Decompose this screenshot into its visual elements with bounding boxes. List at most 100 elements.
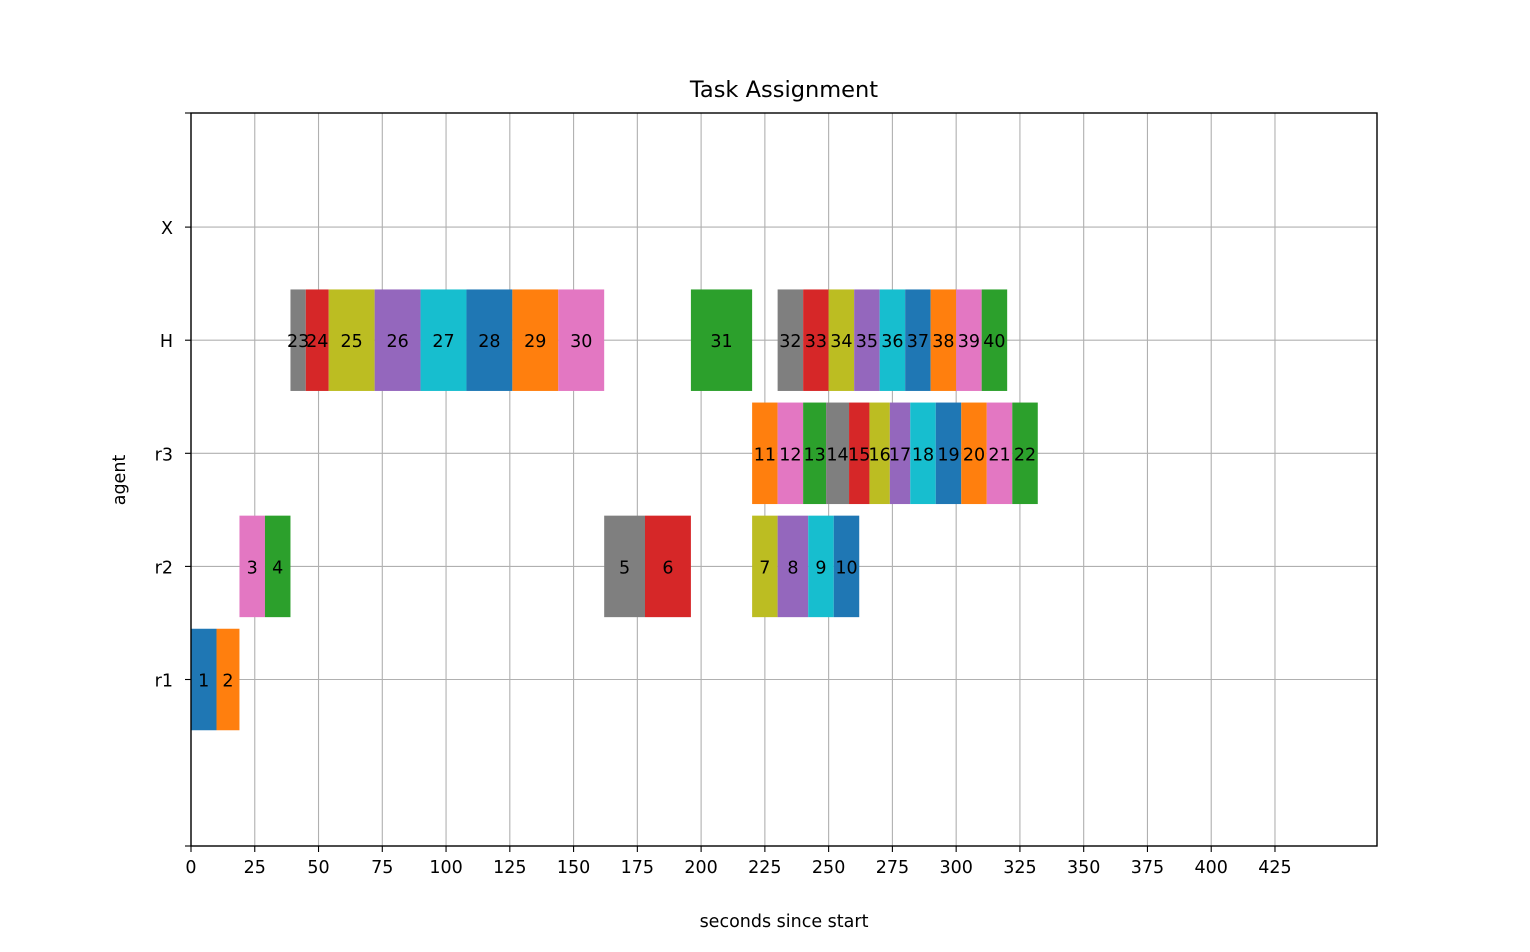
task-bar bbox=[910, 402, 936, 505]
task-label: 10 bbox=[835, 558, 857, 578]
x-tick-label: 350 bbox=[1067, 858, 1100, 878]
task-label: 19 bbox=[937, 445, 959, 465]
x-axis-label: seconds since start bbox=[700, 912, 869, 932]
task-label: 7 bbox=[759, 558, 770, 578]
task-label: 15 bbox=[848, 445, 870, 465]
x-tick-label: 300 bbox=[939, 858, 972, 878]
task-label: 8 bbox=[787, 558, 798, 578]
task-label: 25 bbox=[341, 332, 363, 352]
task-bar bbox=[803, 402, 827, 505]
task-bar bbox=[1012, 402, 1038, 505]
task-bar bbox=[905, 289, 931, 391]
task-bar bbox=[777, 289, 804, 391]
task-label: 38 bbox=[932, 332, 954, 352]
task-label: 1 bbox=[198, 672, 209, 692]
task-bar bbox=[981, 289, 1008, 391]
task-label: 14 bbox=[826, 445, 848, 465]
task-bar bbox=[777, 515, 809, 618]
task-bar bbox=[305, 289, 329, 391]
x-tick-label: 250 bbox=[812, 858, 845, 878]
task-label: 33 bbox=[805, 332, 827, 352]
x-tick-label: 175 bbox=[621, 858, 654, 878]
y-tick-label: X bbox=[161, 219, 173, 239]
task-bar bbox=[239, 515, 265, 618]
task-bar bbox=[644, 515, 691, 618]
x-tick-label: 150 bbox=[557, 858, 590, 878]
x-tick-label: 225 bbox=[748, 858, 781, 878]
task-label: 13 bbox=[803, 445, 825, 465]
task-bar bbox=[216, 628, 240, 731]
task-bar bbox=[290, 289, 306, 391]
task-bar bbox=[752, 515, 778, 618]
axis-ticks: 0 25 50 75 100 125 150 175 200 225 250 275 300 325 350… bbox=[155, 112, 1292, 878]
task-label: 9 bbox=[815, 558, 826, 578]
task-label: 31 bbox=[710, 332, 732, 352]
chart-title: Task Assignment bbox=[689, 77, 878, 103]
x-tick-label: 425 bbox=[1258, 858, 1291, 878]
x-tick-label: 325 bbox=[1003, 858, 1036, 878]
task-label: 5 bbox=[619, 558, 630, 578]
task-bar bbox=[826, 402, 850, 505]
task-bar bbox=[930, 289, 957, 391]
task-label: 3 bbox=[247, 558, 258, 578]
task-bar bbox=[889, 402, 911, 505]
task-label: 2 bbox=[222, 672, 233, 692]
task-bar bbox=[986, 402, 1013, 505]
task-bar bbox=[374, 289, 421, 391]
task-bar bbox=[512, 289, 559, 391]
y-tick-label: H bbox=[160, 332, 173, 352]
task-label: 11 bbox=[754, 445, 776, 465]
y-tick-label: r1 bbox=[155, 672, 173, 692]
task-label: 30 bbox=[570, 332, 592, 352]
task-label: 21 bbox=[988, 445, 1010, 465]
task-bar bbox=[808, 515, 834, 618]
task-bar bbox=[558, 289, 605, 391]
task-label: 20 bbox=[963, 445, 985, 465]
task-bar bbox=[849, 402, 870, 505]
task-bar bbox=[879, 289, 906, 391]
task-label: 37 bbox=[907, 332, 929, 352]
task-label: 40 bbox=[983, 332, 1005, 352]
task-bar bbox=[869, 402, 890, 505]
task-bar bbox=[828, 289, 855, 391]
task-bar bbox=[961, 402, 987, 505]
task-label: 29 bbox=[524, 332, 546, 352]
task-bar bbox=[690, 289, 753, 391]
task-bar bbox=[604, 515, 645, 618]
task-bar bbox=[956, 289, 982, 391]
task-label: 28 bbox=[478, 332, 500, 352]
task-bar bbox=[191, 628, 217, 731]
x-tick-label: 375 bbox=[1131, 858, 1164, 878]
x-tick-label: 100 bbox=[429, 858, 462, 878]
task-label: 23 bbox=[287, 332, 309, 352]
task-label: 6 bbox=[662, 558, 673, 578]
y-tick-label: r2 bbox=[155, 558, 173, 578]
task-bar bbox=[752, 402, 778, 505]
task-label: 27 bbox=[432, 332, 454, 352]
task-label: 18 bbox=[912, 445, 934, 465]
y-axis-label: agent bbox=[110, 455, 130, 506]
task-bar bbox=[264, 515, 291, 618]
task-label: 34 bbox=[830, 332, 852, 352]
task-bar bbox=[935, 402, 962, 505]
x-tick-label: 25 bbox=[244, 858, 266, 878]
task-bar bbox=[777, 402, 804, 505]
x-tick-label: 0 bbox=[185, 858, 196, 878]
task-label: 12 bbox=[779, 445, 801, 465]
task-label: 17 bbox=[889, 445, 911, 465]
task-label: 36 bbox=[881, 332, 903, 352]
task-bars bbox=[191, 289, 1038, 731]
task-bar bbox=[854, 289, 880, 391]
y-tick-label: r3 bbox=[155, 445, 173, 465]
task-label: 22 bbox=[1014, 445, 1036, 465]
task-label: 26 bbox=[386, 332, 408, 352]
task-bar bbox=[833, 515, 860, 618]
x-tick-label: 75 bbox=[371, 858, 393, 878]
task-bar bbox=[466, 289, 513, 391]
x-tick-label: 275 bbox=[876, 858, 909, 878]
task-bar bbox=[420, 289, 467, 391]
task-label: 32 bbox=[779, 332, 801, 352]
task-bar bbox=[803, 289, 829, 391]
task-label: 35 bbox=[856, 332, 878, 352]
